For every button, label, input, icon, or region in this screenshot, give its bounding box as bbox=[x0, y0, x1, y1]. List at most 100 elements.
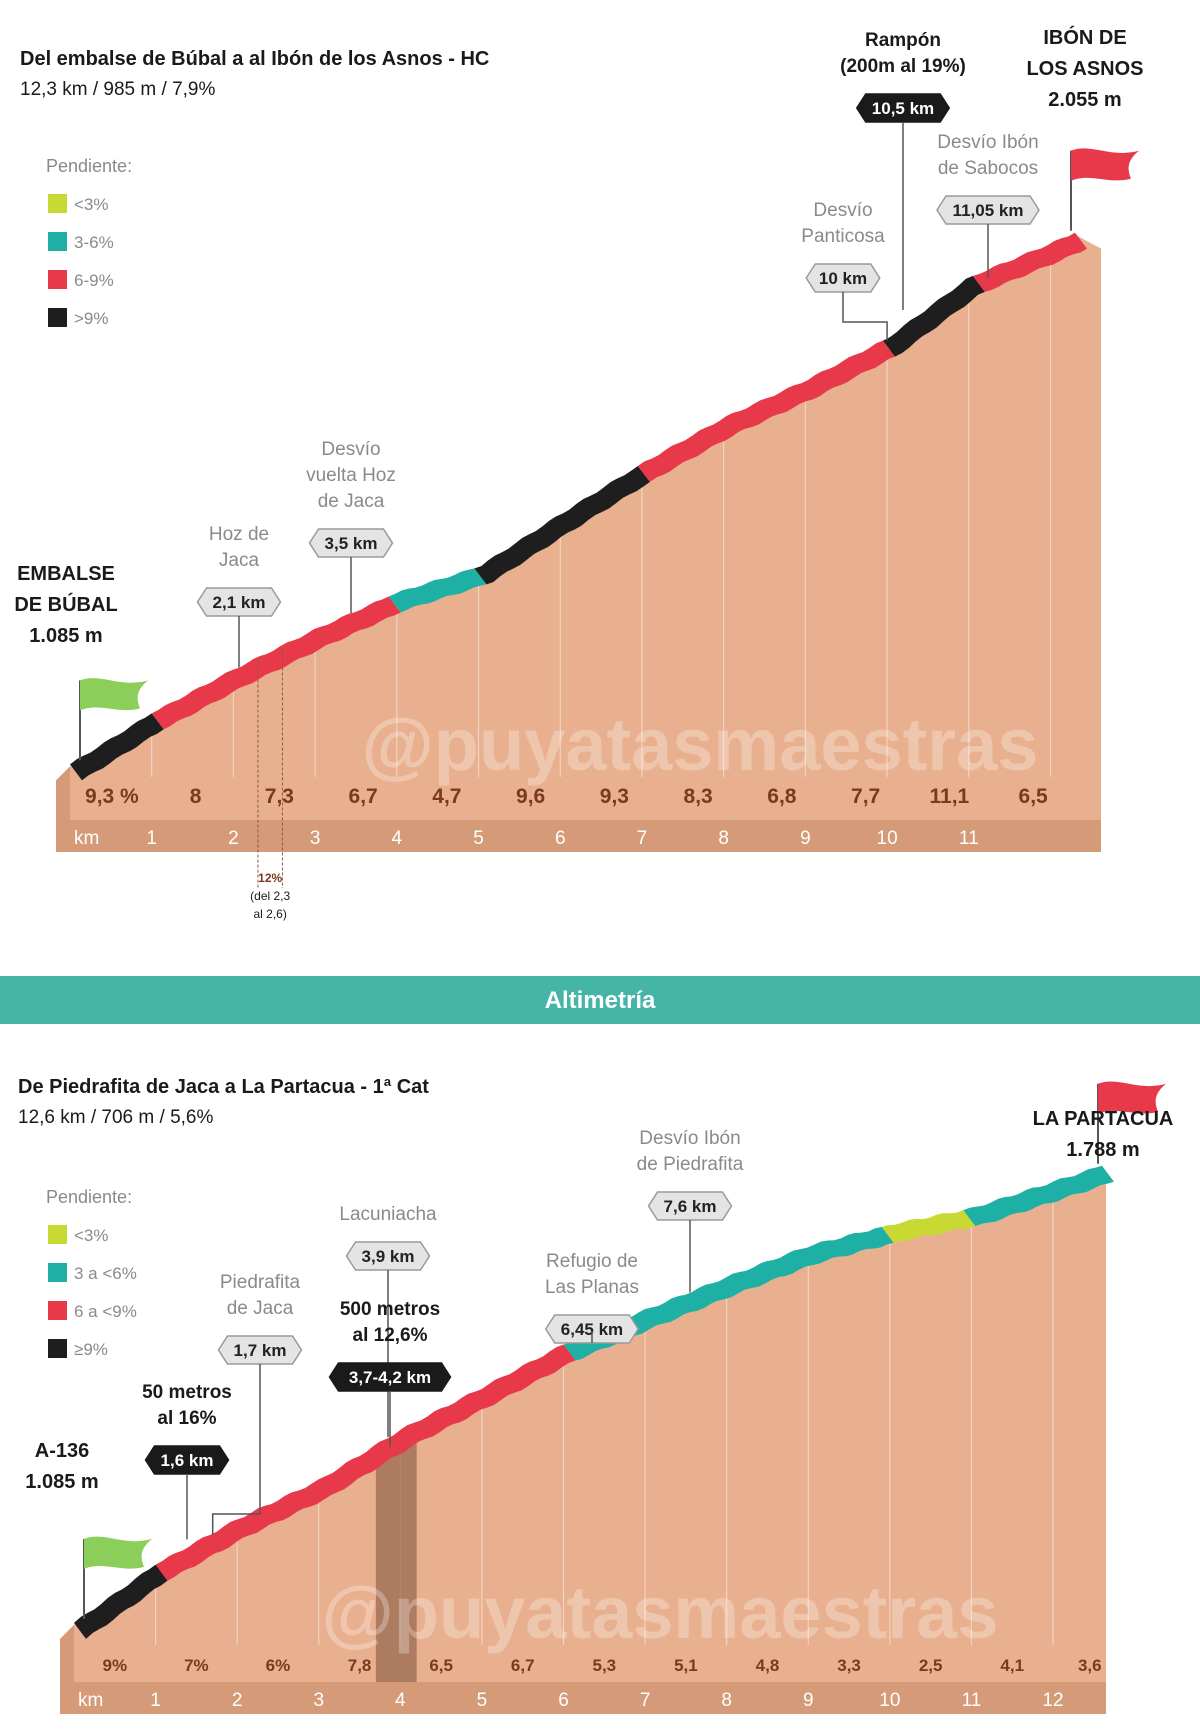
legend-label: ≥9% bbox=[74, 1340, 108, 1359]
km-gradient-label: 9,3 % bbox=[85, 785, 139, 808]
km-gradient-label: 7% bbox=[184, 1656, 209, 1675]
legend-swatch bbox=[48, 308, 67, 327]
legend-label: <3% bbox=[74, 195, 109, 214]
annotation-tag bbox=[217, 1335, 303, 1365]
annotation-tag-label: 11,05 km bbox=[953, 201, 1024, 220]
legend-title: Pendiente: bbox=[46, 156, 132, 176]
x-tick-label: 5 bbox=[477, 1690, 488, 1711]
annotation: Desvío Panticosa 10 km bbox=[801, 200, 888, 341]
chart-subtitle: 12,6 km / 706 m / 5,6% bbox=[18, 1107, 213, 1128]
x-tick-label: 8 bbox=[721, 1690, 732, 1711]
annotation-tag-label: 7,6 km bbox=[664, 1197, 717, 1216]
chart-title: De Piedrafita de Jaca a La Partacua - 1ª… bbox=[18, 1076, 429, 1098]
start-altitude: 1.085 m bbox=[25, 1471, 98, 1493]
km-gradient-label: 9,3 bbox=[600, 785, 629, 808]
annotation-text: Panticosa bbox=[801, 226, 885, 247]
annotation-tag-label: 3,9 km bbox=[362, 1247, 415, 1266]
km-gradient-label: 5,3 bbox=[592, 1656, 616, 1675]
finish-name: LOS ASNOS bbox=[1026, 58, 1143, 80]
annotation: Desvío Ibón de Sabocos 11,05 km bbox=[936, 132, 1040, 278]
legend-title: Pendiente: bbox=[46, 1187, 132, 1207]
steep-section-band bbox=[375, 1423, 417, 1682]
annotation: Refugio de Las Planas 6,45 km bbox=[544, 1251, 640, 1344]
km-gradient-label: 6,8 bbox=[767, 785, 797, 808]
annotation-tag-label: 1,6 km bbox=[161, 1451, 214, 1470]
annotation-text: al 12,6% bbox=[353, 1325, 428, 1346]
x-tick-label: 9 bbox=[803, 1690, 814, 1711]
annotation-tag bbox=[855, 93, 951, 123]
annotation-text: de Jaca bbox=[227, 1298, 294, 1319]
section-header-bar bbox=[0, 976, 1200, 1024]
x-tick-label: 7 bbox=[640, 1690, 651, 1711]
x-tick-label: 12 bbox=[1042, 1690, 1063, 1711]
annotation: Piedrafita de Jaca 1,7 km bbox=[211, 1272, 303, 1535]
annotation-leader bbox=[842, 292, 888, 341]
km-gradient-label: 6% bbox=[266, 1656, 291, 1675]
annotation-text: (200m al 19%) bbox=[840, 56, 966, 77]
annotation-text: Desvío Ibón bbox=[937, 132, 1038, 153]
annotation: Rampón (200m al 19%) 10,5 km bbox=[840, 30, 966, 311]
x-tick-label: 2 bbox=[232, 1690, 243, 1711]
start-name: EMBALSE bbox=[17, 563, 115, 585]
y-tick-label: 1.800 bbox=[1114, 365, 1157, 384]
annotation-text: Jaca bbox=[219, 550, 260, 571]
x-axis-bar bbox=[60, 1682, 1106, 1714]
annotation-tag-label: 10 km bbox=[819, 269, 867, 288]
annotation-text: de Sabocos bbox=[938, 158, 1038, 179]
x-axis-label: km bbox=[78, 1690, 103, 1711]
annotation-text: al 16% bbox=[157, 1408, 216, 1429]
km-gradient-label: 9,6 bbox=[516, 785, 545, 808]
gradient-segment-6to9 bbox=[972, 232, 1087, 292]
km-gradient-label: 6,5 bbox=[429, 1656, 453, 1675]
y-tick-label: 1.000 bbox=[1114, 804, 1157, 823]
gradient-segment-6to9 bbox=[151, 596, 401, 730]
legend-swatch bbox=[48, 1225, 67, 1244]
start-name: DE BÚBAL bbox=[14, 592, 117, 616]
legend-swatch bbox=[48, 1339, 67, 1358]
start-flag bbox=[80, 678, 148, 711]
legend-label: <3% bbox=[74, 1226, 109, 1245]
annotation-text: de Piedrafita bbox=[637, 1154, 744, 1175]
km-gradient-label: 3,6 bbox=[1078, 1656, 1102, 1675]
annotation-tag-label: 3,5 km bbox=[325, 534, 378, 553]
gradient-segment-3to6 bbox=[388, 568, 487, 613]
km-gradient-label: 8,3 bbox=[684, 785, 713, 808]
km-gradient-label: 11,1 bbox=[930, 785, 970, 808]
x-tick-label: 11 bbox=[962, 1690, 982, 1711]
y-tick-label: 1.600 bbox=[1114, 475, 1157, 494]
annotation-tag-label: 2,1 km bbox=[213, 593, 266, 612]
annotation: Desvío Ibón de Piedrafita 7,6 km bbox=[637, 1128, 744, 1293]
annotation-tag bbox=[308, 528, 394, 558]
annotation-tag-label: 6,45 km bbox=[561, 1320, 623, 1339]
km-gradient-label: 6,7 bbox=[349, 785, 378, 808]
chart-subtitle: 12,3 km / 985 m / 7,9% bbox=[20, 79, 215, 100]
annotation-text: Piedrafita bbox=[220, 1272, 301, 1293]
y-tick-label: 1.400 bbox=[1127, 1410, 1170, 1429]
legend-label: >9% bbox=[74, 309, 109, 328]
y-tick-label: 1.400 bbox=[1114, 585, 1157, 604]
start-name: A-136 bbox=[35, 1440, 89, 1462]
x-tick-label: 3 bbox=[310, 828, 321, 849]
gradient-segment-3to6 bbox=[963, 1165, 1114, 1227]
start-altitude: 1.085 m bbox=[29, 625, 102, 647]
km-gradient-label: 7,3 bbox=[265, 785, 294, 808]
x-tick-label: 10 bbox=[879, 1690, 900, 1711]
annotation: Hoz de Jaca 2,1 km bbox=[196, 524, 282, 668]
annotation-tag bbox=[144, 1445, 230, 1475]
gradient-segment-gt9 bbox=[474, 466, 650, 585]
start-flag bbox=[84, 1536, 152, 1569]
annotation-tag bbox=[647, 1191, 733, 1221]
x-tick-label: 1 bbox=[150, 1690, 161, 1711]
gradient-segment-lt3 bbox=[881, 1210, 976, 1243]
annotation-tag bbox=[345, 1241, 431, 1271]
km-gradient-label: 3,3 bbox=[837, 1656, 861, 1675]
km-gradient-label: 7,8 bbox=[348, 1656, 372, 1675]
finish-name: IBÓN DE bbox=[1043, 25, 1126, 49]
gradient-segment-6to9 bbox=[637, 340, 895, 483]
annotation-text: Desvío bbox=[321, 439, 380, 460]
finish-flag bbox=[1098, 1081, 1166, 1114]
annotation-tag-label: 10,5 km bbox=[872, 99, 934, 118]
x-tick-label: 9 bbox=[800, 828, 811, 849]
annotation-leader bbox=[211, 1364, 261, 1535]
